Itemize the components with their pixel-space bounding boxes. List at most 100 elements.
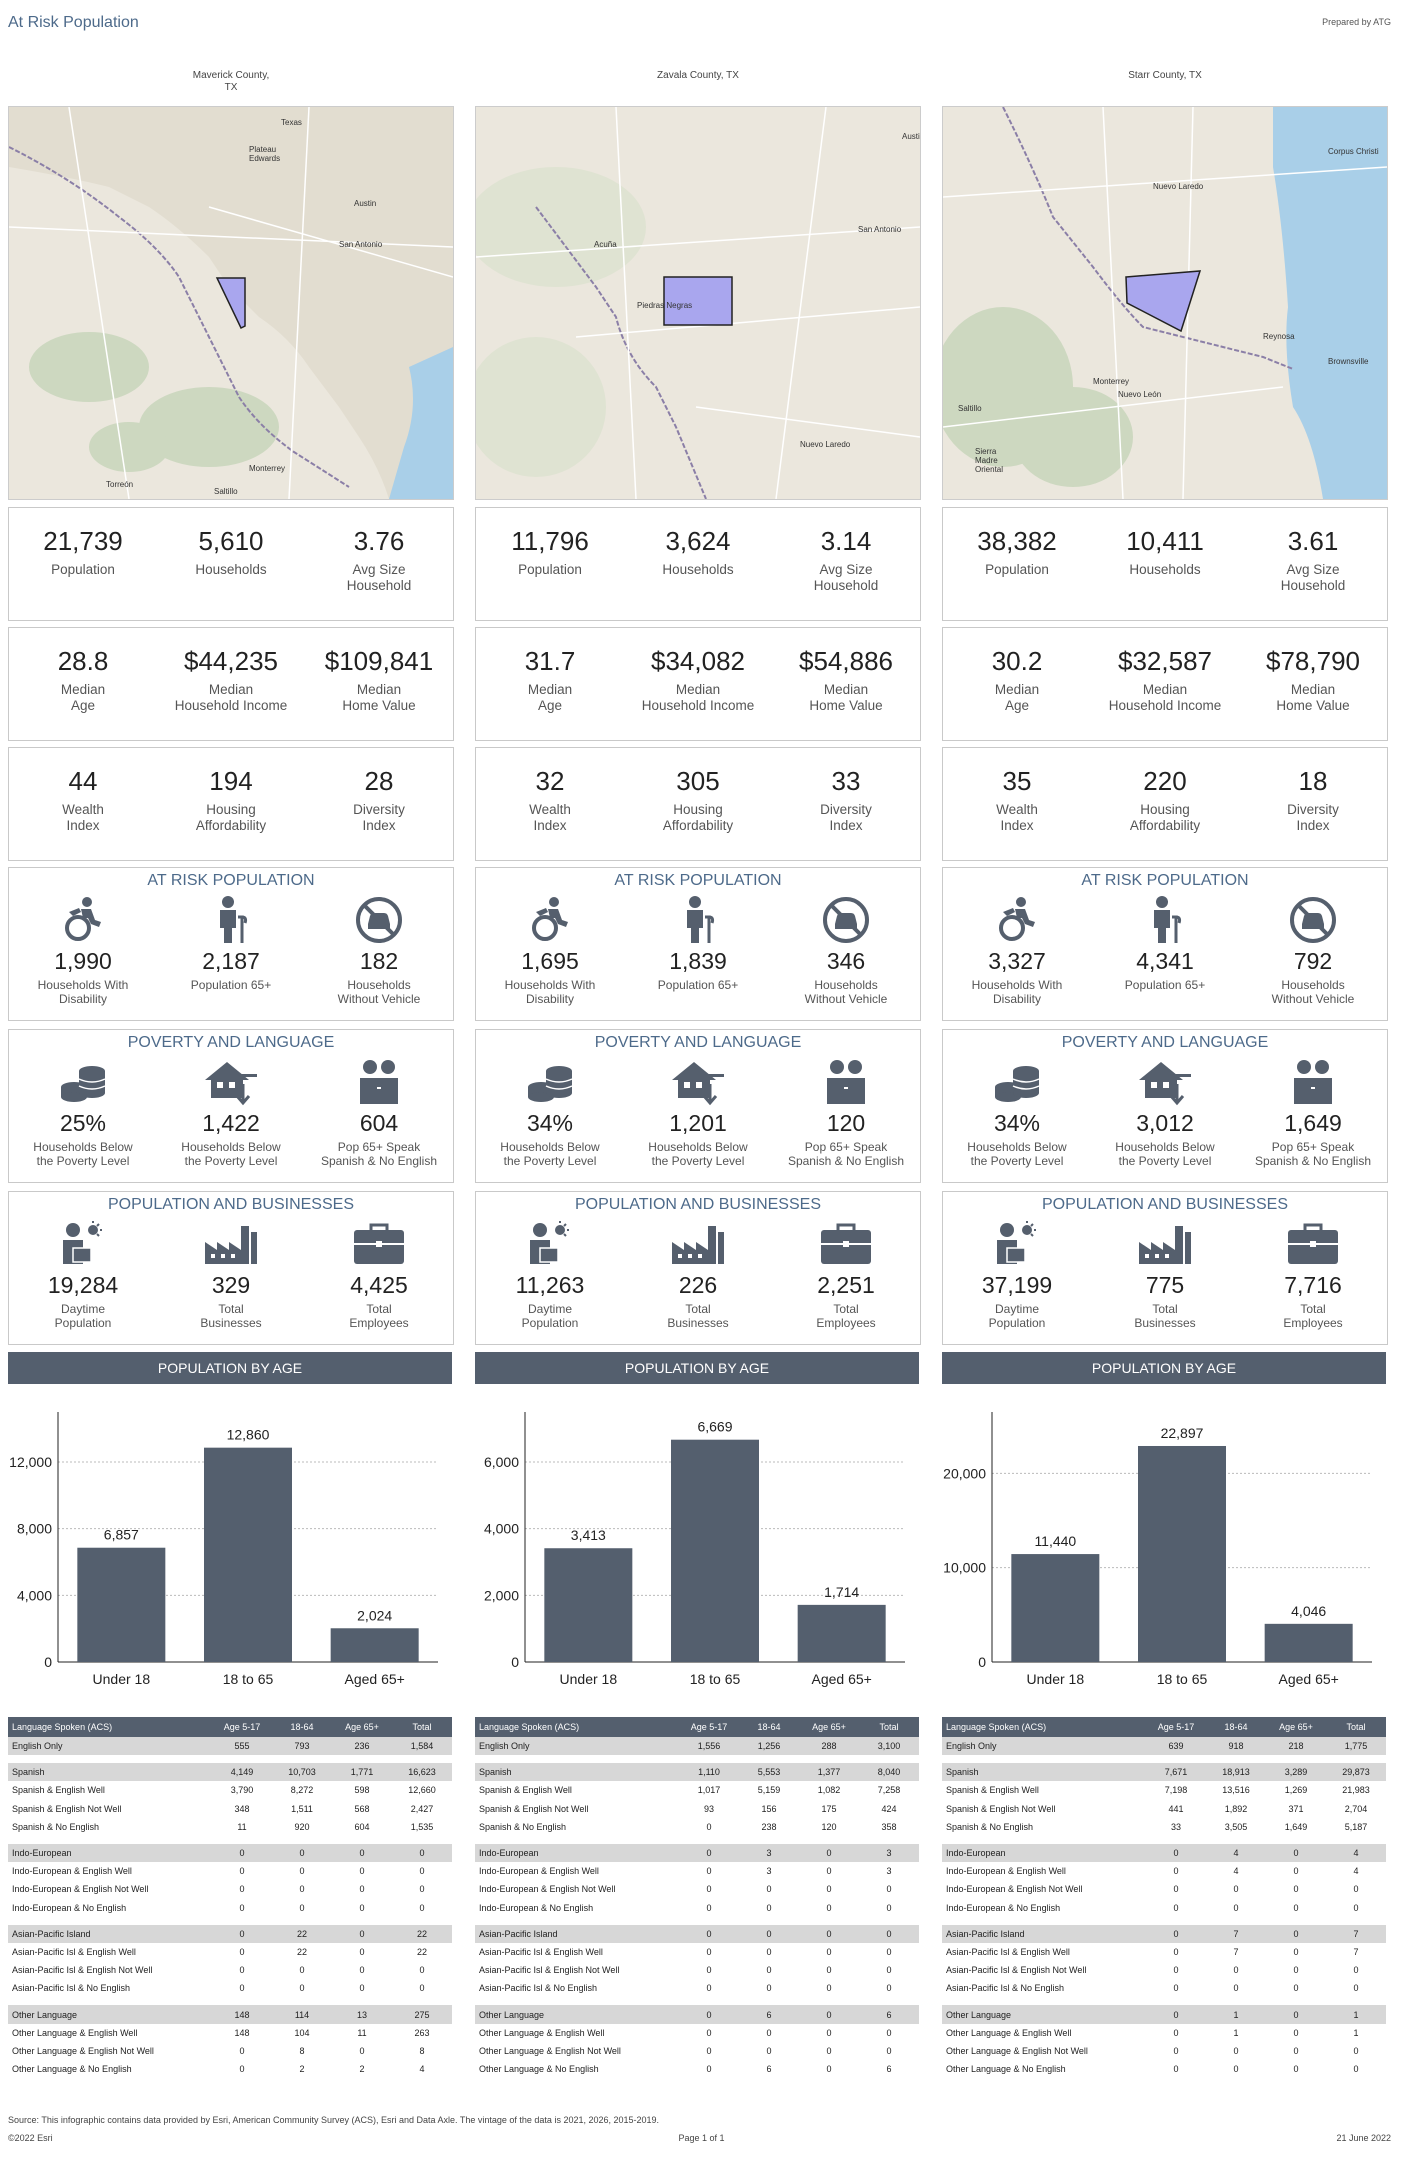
metric-hh_below: 1,422 Households Below the Poverty Level: [157, 1056, 305, 1168]
table-row: Spanish & English Not Well 441 1,892 371 2,7…: [942, 1800, 1386, 1818]
row-label: Other Language & English Well: [479, 2027, 605, 2038]
table-cell: 4,149: [212, 1763, 272, 1782]
table-cell: 1,535: [410, 1821, 434, 1832]
row-label: Spanish & English Well: [479, 1785, 572, 1796]
table-cell: 604: [354, 1821, 370, 1832]
table-cell: 0: [766, 1884, 772, 1895]
metric-label: Households Below the Poverty Level: [33, 1140, 133, 1168]
column-header: Age 5-17: [679, 1717, 739, 1737]
table-cell: 0: [886, 1983, 892, 1994]
metric-value: 4,341: [1136, 948, 1194, 974]
table-cell: 2,427: [410, 1803, 434, 1814]
table-cell: 0: [1233, 1884, 1239, 1895]
table-row: Other Language 0 1 0 1: [942, 2005, 1386, 2024]
map-place-label: Monterrey: [249, 464, 286, 473]
metric-daytime: 37,199 Daytime Population: [943, 1218, 1091, 1330]
metric-spanish_no_eng: 604 Pop 65+ Speak Spanish & No English: [305, 1056, 453, 1168]
bar: [544, 1548, 633, 1662]
table-cell: 0: [239, 1884, 245, 1895]
table-cell: 8: [299, 2045, 305, 2056]
stat-population: 11,796 Population: [476, 526, 624, 578]
table-cell: 0: [826, 1965, 832, 1976]
metric-value: 34%: [526, 1110, 574, 1136]
metric-value: 1,201: [669, 1110, 727, 1136]
table-row: Asian-Pacific Isl & English Not Well 0 0 0 0: [942, 1961, 1386, 1979]
metric-businesses: 775 Total Businesses: [1091, 1218, 1239, 1330]
row-label: Indo-European: [475, 1843, 679, 1863]
stat-label: Diversity Index: [353, 802, 405, 833]
table-cell: 0: [1173, 2045, 1179, 2056]
tick-label: 4,000: [17, 1587, 52, 1603]
page-title: At Risk Population: [8, 14, 139, 31]
table-cell: 598: [354, 1785, 370, 1796]
row-label: Asian-Pacific Isl & English Not Well: [946, 1965, 1087, 1976]
tick-label: 20,000: [943, 1465, 986, 1481]
stat-label: Diversity Index: [820, 802, 872, 833]
icon-panel: POPULATION AND BUSINESSES 37,199 Daytime…: [942, 1191, 1388, 1345]
table-cell: 0: [1293, 2027, 1299, 2038]
stat-median_income: $32,587 Median Household Income: [1091, 646, 1239, 714]
table-row: English Only 1,556 1,256 288 3,100: [475, 1737, 919, 1756]
table-cell: 0: [766, 2027, 772, 2038]
stat-value: 3.14: [820, 526, 872, 556]
footer-source: Source: This infographic contains data p…: [8, 2115, 660, 2125]
metric-label: Households Without Vehicle: [804, 978, 888, 1006]
table-cell: 0: [299, 1902, 305, 1913]
table-cell: 6: [859, 2005, 919, 2024]
metric-label: Households Without Vehicle: [1271, 978, 1355, 1006]
metric-label: Daytime Population: [54, 1302, 112, 1330]
row-label: Asian-Pacific Island: [8, 1924, 212, 1943]
category-label: Under 18: [1027, 1671, 1085, 1687]
row-label: Other Language: [942, 2005, 1146, 2024]
table-cell: 555: [212, 1737, 272, 1756]
bar-value-label: 4,046: [1291, 1603, 1326, 1619]
elder-icon: [157, 894, 305, 946]
spacer-row: [8, 1997, 452, 2006]
metric-label: Pop 65+ Speak Spanish & No English: [1254, 1140, 1372, 1168]
stat-value: 5,610: [198, 526, 264, 556]
map-place-label: Torreón: [106, 480, 134, 489]
table-row: Indo-European & English Well 0 4 0 4: [942, 1862, 1386, 1880]
map-place-label: Corpus Christi: [1328, 147, 1379, 156]
metric-label: Households With Disability: [504, 978, 596, 1006]
briefcase-icon: [305, 1218, 453, 1270]
stats-panel: 30.2 Median Age $32,587 Median Household I…: [942, 627, 1388, 741]
table-cell: 0: [332, 1924, 392, 1943]
table-row: Asian-Pacific Isl & No English 0 0 0 0: [942, 1979, 1386, 1997]
table-cell: 0: [299, 1884, 305, 1895]
table-cell: 0: [1293, 2045, 1299, 2056]
stat-label: Households: [195, 562, 267, 577]
stats-panel: 35 Wealth Index 220 Housing Affordability …: [942, 747, 1388, 861]
icon-panel: POVERTY AND LANGUAGE 34% Households Belo…: [475, 1029, 921, 1183]
metric-label: Pop 65+ Speak Spanish & No English: [787, 1140, 905, 1168]
stat-avg_size: 3.61 Avg Size Household: [1239, 526, 1387, 594]
table-cell: 0: [766, 1902, 772, 1913]
table-cell: 0: [419, 1902, 425, 1913]
metric-hh_below: 3,012 Households Below the Poverty Level: [1091, 1056, 1239, 1168]
table-header: Language Spoken (ACS) Age 5-17 18-64 Age 65…: [475, 1717, 919, 1737]
row-label: Spanish & No English: [946, 1821, 1034, 1832]
table-cell: 0: [1353, 2045, 1359, 2056]
table-cell: 0: [1293, 1902, 1299, 1913]
metric-value: 3,327: [988, 948, 1046, 974]
spacer-row: [942, 1835, 1386, 1844]
column-header: Language Spoken (ACS): [475, 1717, 679, 1737]
row-label: Other Language: [8, 2005, 212, 2024]
table-cell: 8,040: [859, 1763, 919, 1782]
stat-label: Households: [662, 562, 734, 577]
panel-title: POPULATION AND BUSINESSES: [108, 1196, 354, 1213]
table-cell: 120: [821, 1821, 837, 1832]
table-cell: 0: [239, 1946, 245, 1957]
table-cell: 0: [706, 2045, 712, 2056]
table-cell: 288: [799, 1737, 859, 1756]
table-cell: 218: [1266, 1737, 1326, 1756]
stat-value: $44,235: [184, 646, 278, 676]
category-label: Under 18: [93, 1671, 151, 1687]
footer-copyright: ©2022 Esri: [8, 2133, 53, 2143]
stats-panel: 21,739 Population 5,610 Households 3.76 …: [8, 507, 454, 621]
category-label: Under 18: [560, 1671, 618, 1687]
table-cell: 13,516: [1222, 1785, 1250, 1796]
table-cell: 793: [272, 1737, 332, 1756]
table-row: Other Language & No English 0 6 0 6: [475, 2060, 919, 2078]
bar: [1264, 1623, 1353, 1662]
